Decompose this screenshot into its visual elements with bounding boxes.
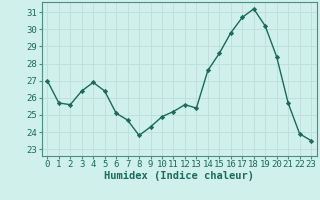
X-axis label: Humidex (Indice chaleur): Humidex (Indice chaleur) bbox=[104, 171, 254, 181]
